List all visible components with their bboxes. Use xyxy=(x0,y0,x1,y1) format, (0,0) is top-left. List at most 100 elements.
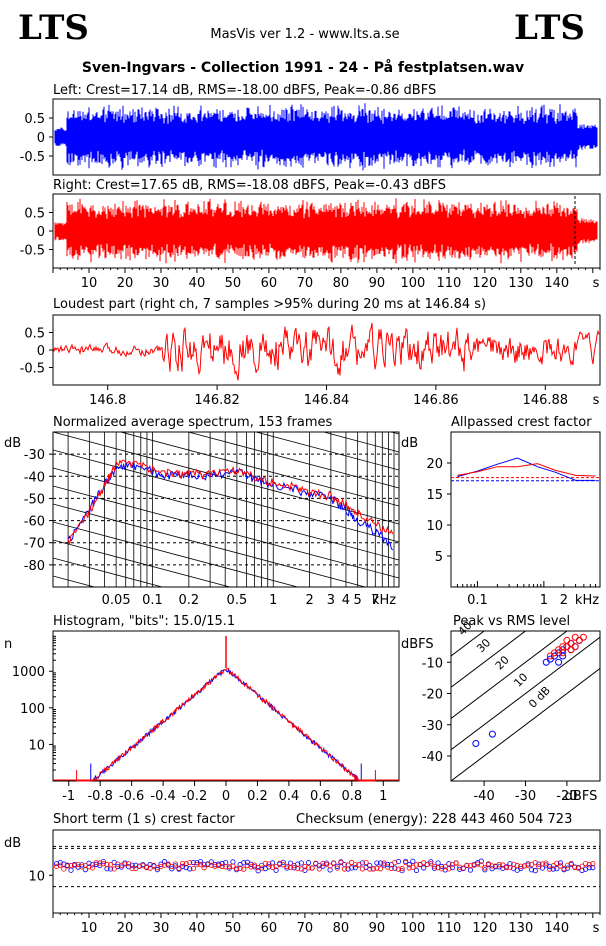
short-term-point-right xyxy=(489,863,495,869)
short-term-point-left xyxy=(449,864,456,871)
short-term-point-left xyxy=(230,859,236,865)
peak-rms-xtick-label: -20 xyxy=(556,789,577,804)
short-term-point-left xyxy=(439,863,445,870)
spectrum-slope-line xyxy=(186,432,399,489)
short-term-point-right xyxy=(133,865,139,872)
short-term-point-right xyxy=(291,863,297,869)
short-term-point-left xyxy=(529,867,535,873)
peak-rms-point-right xyxy=(567,640,575,647)
short-term-point-right xyxy=(338,859,344,866)
spectrum-slope-line xyxy=(53,485,399,579)
short-term-point-right xyxy=(237,865,243,871)
waveform-xtick-label: 20 xyxy=(117,276,134,291)
spectrum-slope-line xyxy=(53,432,399,525)
short-term-point-right xyxy=(154,865,160,871)
short-term-point-right xyxy=(215,862,222,868)
histogram-xtick-label: -1 xyxy=(62,789,75,804)
histogram-xtick-label: 0.6 xyxy=(310,789,331,804)
short-term-point-right xyxy=(302,864,308,870)
short-term-point-right xyxy=(395,866,402,872)
peak-rms-diagonal-label: 20 xyxy=(493,653,512,672)
short-term-point-left xyxy=(284,865,290,871)
short-term-point-right xyxy=(457,864,463,870)
short-term-point-right xyxy=(57,862,63,868)
short-term-point-right xyxy=(298,866,304,872)
short-term-point-right xyxy=(82,862,88,869)
crest-xtick-label: 0.1 xyxy=(467,593,488,608)
short-term-point-left xyxy=(352,865,358,871)
histogram-xtick-label: -0.6 xyxy=(119,789,144,804)
short-term-point-left xyxy=(133,862,139,868)
crest-xtick-label: 1 xyxy=(540,593,548,608)
short-term-point-right xyxy=(363,859,369,866)
short-term-point-left xyxy=(550,866,556,872)
peak-rms-point-right xyxy=(571,633,579,641)
left-channel-ytick-label: 0 xyxy=(37,131,45,146)
peak-rms-ytick-label: -20 xyxy=(422,688,443,703)
short-term-point-right xyxy=(341,866,348,872)
short-term-point-left xyxy=(212,862,218,868)
short-term-point-right xyxy=(543,860,549,866)
crest-factor-title: Allpassed crest factor xyxy=(451,415,592,430)
short-term-point-right xyxy=(525,862,531,868)
short-term-point-right xyxy=(179,861,186,867)
short-term-xtick-label: 100 xyxy=(400,921,425,936)
short-term-point-right xyxy=(568,860,574,867)
peak-rms-ytick-label: -30 xyxy=(422,719,443,734)
histogram-xtick-label: -0.8 xyxy=(87,789,112,804)
short-term-point-left xyxy=(467,867,474,873)
spectrum-xtick-label: 0.5 xyxy=(227,593,248,608)
short-term-point-right xyxy=(71,863,78,869)
short-term-point-left xyxy=(241,860,247,866)
short-term-point-right xyxy=(197,862,204,868)
short-term-point-right xyxy=(482,865,488,871)
spectrum-slope-line xyxy=(53,539,232,587)
short-term-point-left xyxy=(349,865,355,871)
short-term-point-left xyxy=(280,859,286,865)
short-term-point-right xyxy=(251,862,258,868)
histogram-ytick-label: 10 xyxy=(28,738,45,753)
short-term-point-left xyxy=(79,862,85,868)
short-term-point-right xyxy=(147,865,153,871)
loudest-xtick-label: 146.84 xyxy=(304,393,350,408)
spectrum-slope-line xyxy=(53,557,164,587)
peak-rms-diagonal-label: 30 xyxy=(474,636,493,655)
short-term-point-right xyxy=(169,863,175,870)
short-term-point-right xyxy=(100,861,106,867)
short-term-point-right xyxy=(172,861,178,867)
right-channel-ytick-label: -0.5 xyxy=(20,244,45,259)
short-term-point-right xyxy=(579,863,585,869)
short-term-point-left xyxy=(374,860,380,866)
peak-rms-point-right xyxy=(563,636,571,644)
spectrum-xlabel: kHz xyxy=(372,593,396,608)
short-term-point-right xyxy=(500,862,506,868)
short-term-point-right xyxy=(374,865,380,871)
short-term-point-right xyxy=(424,861,430,868)
short-term-point-right xyxy=(439,866,445,872)
short-term-point-right xyxy=(478,862,484,868)
short-term-point-left xyxy=(442,867,448,873)
histogram-xtick-label: -0.2 xyxy=(182,789,207,804)
short-term-point-right xyxy=(320,860,326,867)
waveform-xtick-label: 50 xyxy=(225,276,242,291)
short-term-xtick-label: 120 xyxy=(472,921,497,936)
waveform-xtick-label: 70 xyxy=(297,276,314,291)
short-term-point-right xyxy=(381,860,387,866)
peak-rms-point-right xyxy=(571,643,579,651)
short-term-point-right xyxy=(583,861,589,867)
short-term-point-left xyxy=(161,859,168,865)
spectrum-ytick-label: -40 xyxy=(24,470,45,485)
short-term-point-left xyxy=(395,858,402,865)
short-term-point-right xyxy=(403,860,409,866)
short-term-point-right xyxy=(392,859,398,866)
short-term-point-left xyxy=(532,868,538,874)
short-term-point-right xyxy=(557,863,564,869)
short-term-point-right xyxy=(187,859,193,866)
short-term-point-left xyxy=(154,867,160,873)
short-term-point-right xyxy=(107,862,114,868)
short-term-point-left xyxy=(547,863,553,870)
short-term-point-left xyxy=(208,859,214,865)
short-term-point-left xyxy=(367,862,373,869)
short-term-point-right xyxy=(151,862,157,868)
